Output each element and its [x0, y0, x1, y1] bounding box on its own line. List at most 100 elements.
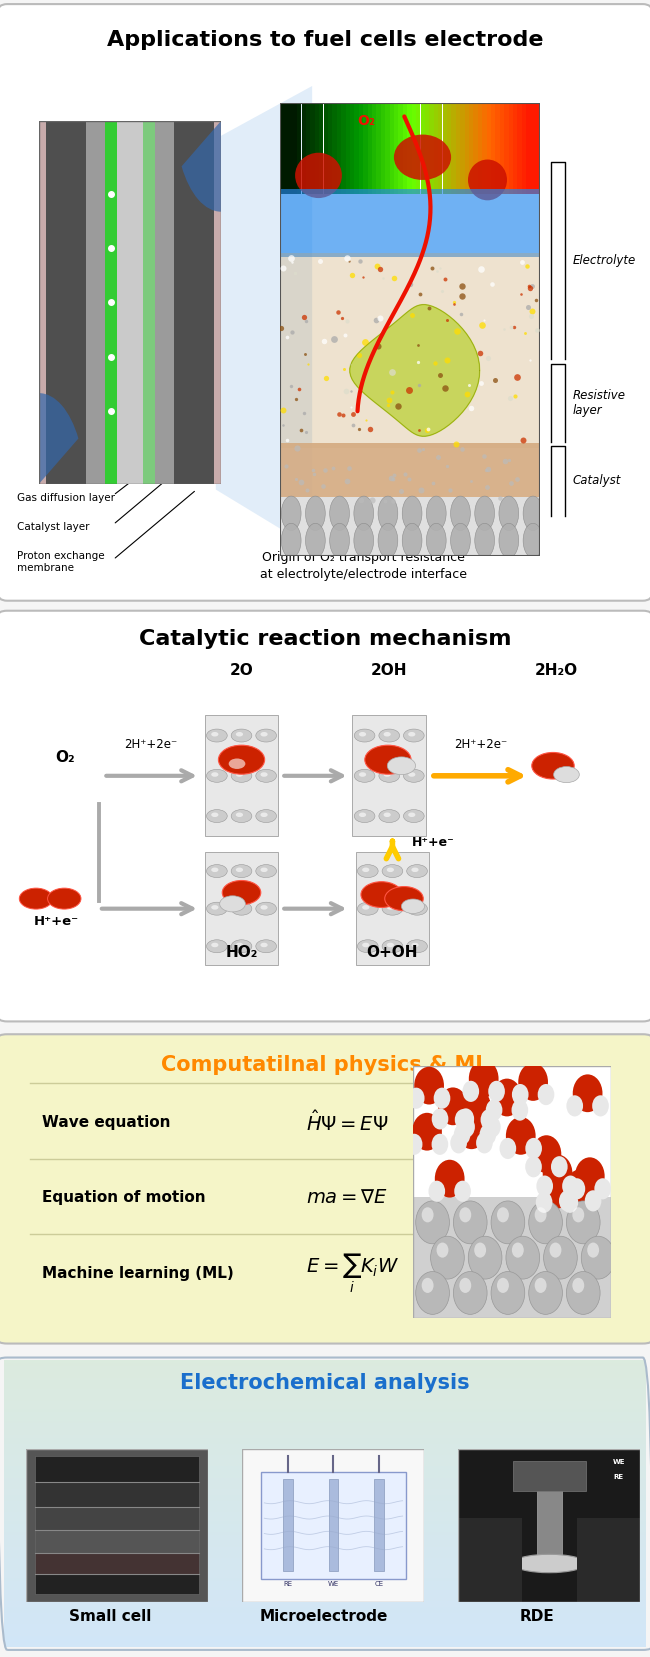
Text: 2OH: 2OH: [371, 663, 408, 678]
Circle shape: [382, 901, 403, 915]
Circle shape: [460, 1208, 471, 1223]
Bar: [280, 442, 540, 502]
Bar: [280, 252, 540, 447]
Bar: [4, 1498, 646, 1501]
Bar: [443, 103, 447, 194]
Circle shape: [207, 729, 228, 742]
FancyBboxPatch shape: [0, 611, 650, 1021]
Bar: [4, 1505, 646, 1506]
Circle shape: [460, 1278, 471, 1292]
Bar: [4, 1360, 646, 1364]
Bar: [332, 103, 337, 194]
Circle shape: [581, 1236, 615, 1279]
Circle shape: [573, 1208, 584, 1223]
Wedge shape: [39, 30, 79, 121]
Bar: [4, 1415, 646, 1418]
Circle shape: [261, 868, 268, 872]
Bar: [4, 1592, 646, 1596]
Text: Proton exchange
membrane: Proton exchange membrane: [17, 552, 105, 573]
Circle shape: [402, 495, 422, 530]
Circle shape: [422, 1208, 434, 1223]
Text: RDE: RDE: [519, 1609, 554, 1624]
Text: $\hat{H}\Psi=E\Psi$: $\hat{H}\Psi=E\Psi$: [306, 1110, 388, 1135]
Circle shape: [231, 810, 252, 822]
Circle shape: [407, 901, 428, 915]
Bar: [4, 1365, 646, 1369]
Circle shape: [379, 769, 400, 782]
Circle shape: [592, 1095, 609, 1117]
Bar: [381, 103, 385, 194]
Circle shape: [562, 1175, 578, 1196]
Circle shape: [354, 729, 375, 742]
Text: Small cell: Small cell: [69, 1609, 151, 1624]
Wedge shape: [181, 484, 221, 575]
Bar: [4, 1549, 646, 1553]
Bar: [4, 1568, 646, 1569]
Text: Catalyst: Catalyst: [573, 474, 621, 487]
Bar: [4, 1584, 646, 1587]
Circle shape: [566, 1170, 595, 1208]
Bar: [324, 103, 328, 194]
Bar: [35, 1529, 199, 1553]
Text: Applications to fuel cells electrode: Applications to fuel cells electrode: [107, 30, 543, 50]
Bar: [536, 1480, 562, 1556]
Bar: [451, 103, 456, 194]
Circle shape: [330, 495, 350, 530]
Circle shape: [354, 810, 375, 822]
Ellipse shape: [513, 1554, 586, 1572]
Circle shape: [359, 812, 366, 817]
Circle shape: [542, 1171, 572, 1208]
Bar: [530, 103, 535, 194]
Circle shape: [261, 732, 268, 736]
Bar: [4, 1599, 646, 1601]
Circle shape: [408, 812, 415, 817]
Bar: [4, 1533, 646, 1536]
Circle shape: [384, 812, 391, 817]
Circle shape: [231, 940, 252, 953]
Bar: [376, 103, 381, 194]
Bar: [478, 103, 482, 194]
Text: 2H⁺+2e⁻: 2H⁺+2e⁻: [124, 737, 177, 751]
Circle shape: [500, 1138, 516, 1158]
Circle shape: [406, 1133, 423, 1155]
Bar: [456, 103, 460, 194]
Text: Wave equation: Wave equation: [42, 1115, 171, 1130]
Circle shape: [408, 732, 415, 736]
Circle shape: [462, 1080, 479, 1102]
Bar: [4, 1536, 646, 1538]
Bar: [460, 103, 465, 194]
Bar: [174, 121, 214, 484]
Circle shape: [457, 1112, 486, 1150]
Bar: [4, 1384, 646, 1387]
Circle shape: [559, 1190, 576, 1211]
Circle shape: [435, 1160, 465, 1198]
Text: Equation of motion: Equation of motion: [42, 1190, 206, 1206]
FancyBboxPatch shape: [205, 716, 278, 837]
Circle shape: [594, 1178, 611, 1200]
Text: Catalyst layer: Catalyst layer: [17, 522, 89, 532]
Circle shape: [236, 772, 243, 777]
Text: 2O: 2O: [229, 663, 254, 678]
Circle shape: [358, 940, 378, 953]
Text: O+OH: O+OH: [367, 944, 418, 959]
FancyBboxPatch shape: [356, 852, 430, 964]
Polygon shape: [350, 305, 480, 436]
Bar: [214, 121, 221, 484]
Bar: [465, 103, 469, 194]
Circle shape: [551, 1157, 567, 1178]
Bar: [306, 103, 310, 194]
Circle shape: [358, 865, 378, 878]
Circle shape: [404, 810, 424, 822]
Bar: [385, 103, 389, 194]
Bar: [438, 103, 443, 194]
Circle shape: [460, 1104, 490, 1140]
Text: WE: WE: [328, 1581, 339, 1587]
Bar: [4, 1438, 646, 1440]
Text: RE: RE: [283, 1581, 292, 1587]
Bar: [310, 103, 315, 194]
Circle shape: [484, 1117, 500, 1137]
Bar: [434, 103, 438, 194]
Text: H⁺+e⁻: H⁺+e⁻: [411, 835, 454, 848]
Bar: [4, 1538, 646, 1541]
Circle shape: [207, 769, 228, 782]
